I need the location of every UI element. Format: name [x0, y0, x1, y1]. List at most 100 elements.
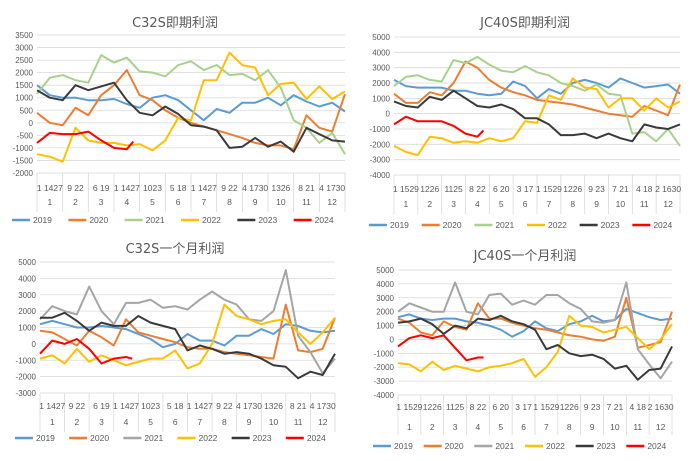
x-month-label: 9 [594, 199, 599, 209]
x-day-tick-label: 4 1730 [319, 183, 345, 193]
chart-title: JC40S一个月利润 [473, 249, 577, 264]
legend-label: 2020 [445, 441, 464, 451]
legend-label: 2024 [315, 215, 334, 225]
chart-c32s-spot-profit: C32S即期利润 -2000 -1500 -1000 -500 0 500 1000 1500… [0, 0, 350, 230]
x-day-tick-label: 6 19 [93, 183, 110, 193]
y-tick-label: 0 [386, 110, 391, 119]
x-month-label: 2 [73, 197, 78, 207]
series-line-2024 [36, 130, 135, 151]
x-day-tick-label: 1 1427 [39, 401, 65, 411]
x-month-label: 9 [253, 197, 258, 207]
y-tick-label: 3000 [376, 294, 394, 303]
legend-label: 2023 [253, 433, 272, 443]
x-day-tick-label: 4 1730 [236, 401, 262, 411]
y-tick-label: 1000 [372, 94, 390, 103]
x-day-tick-label: 9 22 [69, 401, 86, 411]
x-month-label: 8 [227, 197, 232, 207]
series-line-2024 [393, 115, 485, 138]
chart-plot: -2000 -1500 -1000 -500 0 500 1000 1500 2000 2500 3… [12, 31, 346, 225]
x-day-tick-label: 6 20 [492, 402, 509, 412]
x-month-label: 12 [656, 422, 666, 432]
legend-label: 2021 [495, 441, 514, 451]
chart-jc40s-1month-profit: JC40S一个月利润 -4000 -3000 -2000 -1000 0 1000 2000… [350, 230, 700, 461]
x-day-tick-label: 4 18 [636, 184, 653, 194]
series-line-2024 [39, 338, 133, 365]
series-line-2022 [393, 77, 681, 157]
legend-label: 2021 [144, 433, 163, 443]
legend-label: 2022 [546, 441, 565, 451]
y-tick-label: 5000 [372, 33, 390, 42]
y-tick-label: -2000 [374, 363, 395, 372]
series-line-2022 [36, 51, 346, 163]
y-tick-label: -1000 [13, 144, 34, 153]
y-tick-label: 3000 [18, 291, 36, 300]
y-tick-label: -2000 [16, 373, 37, 382]
x-day-tick-label: 9 22 [67, 183, 84, 193]
y-tick-label: -2000 [370, 140, 391, 149]
x-month-label: 10 [616, 199, 626, 209]
x-month-label: 10 [610, 422, 620, 432]
y-tick-label: 2000 [18, 307, 36, 316]
y-tick-label: -1000 [370, 125, 391, 134]
x-month-label: 5 [498, 422, 503, 432]
y-tick-label: 3500 [15, 31, 33, 40]
x-month-label: 12 [663, 199, 673, 209]
x-month-label: 11 [302, 197, 311, 207]
chart-c32s-1month-profit: C32S一个月利润 -3000 -2000 -1000 0 1000 2000 3000 40… [0, 230, 350, 461]
x-month-label: 10 [276, 197, 286, 207]
x-day-tick-label: 1 1529 [396, 402, 422, 412]
x-day-tick-label: 1 1427 [191, 183, 217, 193]
y-tick-label: -500 [17, 131, 34, 140]
series-line-2019 [36, 84, 346, 122]
x-month-label: 7 [547, 199, 552, 209]
series-line-2023 [393, 89, 681, 143]
x-day-tick-label: 2 1630 [648, 402, 674, 412]
x-day-tick-label: 1 1427 [187, 401, 213, 411]
x-month-label: 7 [544, 422, 549, 432]
legend-label: 2021 [495, 220, 514, 230]
y-tick-label: -4000 [370, 171, 391, 180]
legend-label: 2019 [33, 215, 52, 225]
legend-label: 2023 [601, 220, 620, 230]
x-month-label: 8 [567, 422, 572, 432]
x-day-tick-label: 8 22 [470, 402, 487, 412]
legend-label: 2022 [202, 215, 221, 225]
x-month-label: 4 [124, 197, 129, 207]
x-month-label: 5 [150, 197, 155, 207]
legend-label: 2024 [653, 220, 672, 230]
x-month-label: 4 [124, 417, 129, 427]
x-month-label: 7 [197, 417, 202, 427]
y-tick-label: -4000 [374, 391, 395, 400]
x-day-tick-label: 1226 [560, 402, 579, 412]
x-day-tick-label: 1326 [271, 183, 290, 193]
x-day-tick-label: 4 18 [629, 402, 646, 412]
x-day-tick-label: 8 21 [290, 401, 307, 411]
x-day-tick-label: 1226 [423, 402, 442, 412]
x-day-tick-label: 8 22 [469, 184, 486, 194]
y-tick-label: 5000 [18, 258, 36, 267]
chart-plot: -4000 -3000 -2000 -1000 0 1000 2000 3000 4000 500… [369, 33, 681, 230]
chart-title: C32S即期利润 [132, 16, 218, 31]
x-day-tick-label: 1 1529 [536, 184, 562, 194]
y-tick-label: -3000 [374, 377, 395, 386]
x-month-label: 1 [47, 197, 52, 207]
x-day-tick-label: 4 1730 [310, 401, 336, 411]
x-month-label: 6 [176, 197, 181, 207]
series-line-2024 [397, 334, 484, 362]
x-month-label: 2 [427, 199, 432, 209]
x-day-tick-label: 3 17 [517, 184, 534, 194]
legend-label: 2023 [258, 215, 277, 225]
x-day-tick-label: 9 23 [588, 184, 605, 194]
y-tick-label: 0 [390, 335, 395, 344]
x-day-tick-label: 1125 [444, 184, 463, 194]
x-day-tick-label: 6 20 [493, 184, 510, 194]
y-tick-label: 1000 [376, 322, 394, 331]
y-tick-label: 4000 [18, 274, 36, 283]
x-month-label: 11 [294, 417, 303, 427]
y-tick-label: 3000 [15, 44, 33, 53]
x-month-label: 6 [521, 422, 526, 432]
series-line-2020 [393, 60, 681, 118]
legend-label: 2020 [90, 433, 109, 443]
legend-label: 2020 [89, 215, 108, 225]
